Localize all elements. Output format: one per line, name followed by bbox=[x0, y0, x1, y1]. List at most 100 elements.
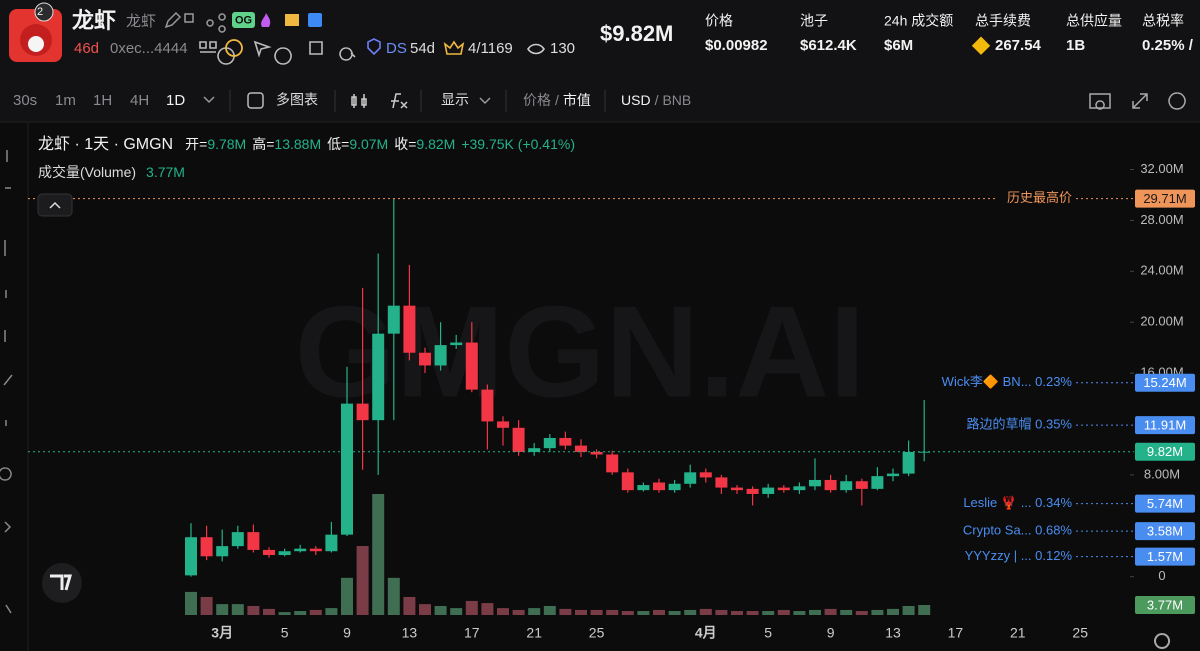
toolbar-bg bbox=[0, 80, 1200, 122]
x-tick-label: 13 bbox=[885, 625, 901, 641]
note-icon bbox=[308, 13, 322, 27]
ohlc-label: 高= bbox=[252, 136, 274, 152]
y-tick-label: 20.00M bbox=[1140, 314, 1183, 329]
price-line-label: 历史最高价 bbox=[1007, 190, 1072, 205]
icons[interactable] bbox=[164, 11, 226, 33]
volume-bar bbox=[356, 546, 369, 615]
price-tag-label: 15.24M bbox=[1143, 375, 1186, 390]
stat-label: 总供应量 bbox=[1066, 13, 1122, 29]
candle-body bbox=[497, 421, 509, 428]
price-tag-label: 3.58M bbox=[1147, 524, 1183, 539]
token-title: 龙虾 bbox=[72, 8, 116, 33]
x-tick-label: 13 bbox=[402, 625, 418, 641]
volume-bar bbox=[793, 611, 806, 615]
y-tick-label: 8.00M bbox=[1144, 466, 1180, 481]
candle-body bbox=[762, 487, 775, 494]
ds-label: DS bbox=[386, 40, 407, 57]
interval[interactable]: 1m bbox=[55, 92, 76, 109]
ohlc-value: 9.07M bbox=[349, 136, 388, 152]
currency-toggle[interactable]: USD / BNB bbox=[621, 92, 691, 108]
interval[interactable]: 1H bbox=[93, 92, 112, 109]
ohlc-label: 开= bbox=[185, 136, 207, 152]
volume-bar bbox=[762, 611, 775, 615]
price-line-label: Leslie 🦞 ... 0.34% bbox=[963, 495, 1072, 510]
candle-body bbox=[653, 482, 665, 491]
logo-art bbox=[28, 36, 44, 52]
badge-bg bbox=[34, 2, 54, 22]
tool-icons[interactable] bbox=[351, 93, 408, 109]
candle-body bbox=[434, 345, 447, 366]
collapse-button[interactable] bbox=[37, 193, 73, 217]
candle-body bbox=[450, 342, 463, 346]
volume-value: 3.77M bbox=[146, 164, 185, 180]
og-tag bbox=[232, 12, 255, 28]
candle-body bbox=[543, 437, 556, 449]
volume-bar bbox=[637, 611, 650, 615]
candle-body bbox=[309, 548, 322, 552]
candle-body bbox=[512, 427, 525, 452]
toggle-option[interactable]: 市值 bbox=[563, 92, 591, 108]
volume-bar bbox=[871, 609, 884, 615]
candle-body bbox=[590, 451, 603, 455]
toggle-option[interactable]: BNB bbox=[662, 92, 691, 108]
candle-body bbox=[231, 532, 244, 547]
toggle-option[interactable]: 价格 bbox=[523, 92, 551, 108]
toolbar: 30s 1m 1H 4H 1D bbox=[13, 92, 185, 109]
volume-bar bbox=[731, 611, 743, 615]
settings-icon[interactable] bbox=[1154, 633, 1171, 649]
price-toggle[interactable]: 价格 / 市值 bbox=[523, 92, 591, 108]
candle-body bbox=[372, 333, 385, 421]
display[interactable]: 显示 bbox=[441, 92, 469, 108]
volume-bar bbox=[699, 608, 712, 615]
interval[interactable]: 4H bbox=[130, 92, 149, 109]
toolbar-right-icons[interactable] bbox=[1089, 92, 1186, 110]
volume-bar bbox=[450, 608, 463, 615]
volume-bar bbox=[278, 612, 291, 615]
candle-body bbox=[668, 483, 681, 491]
candle-body bbox=[247, 532, 260, 550]
candle-body bbox=[684, 472, 697, 484]
checkbox[interactable] bbox=[247, 92, 264, 109]
interval[interactable]: 30s bbox=[13, 92, 37, 109]
volume-bar bbox=[621, 611, 634, 615]
volume-bar bbox=[590, 609, 603, 615]
chevron[interactable] bbox=[479, 97, 491, 105]
left-tools[interactable] bbox=[0, 150, 13, 614]
header-bg bbox=[0, 0, 1200, 80]
price-line-label: Wick李🔶 BN... 0.23% bbox=[942, 374, 1073, 389]
social-icons[interactable] bbox=[199, 40, 356, 65]
x-tick-label: 9 bbox=[343, 625, 351, 641]
price-line-label: YYYzzy | ... 0.12% bbox=[965, 548, 1073, 563]
chevron[interactable] bbox=[203, 96, 215, 104]
candle-body bbox=[325, 534, 338, 552]
interval[interactable]: 1D bbox=[166, 92, 185, 109]
volume-bar bbox=[543, 605, 556, 615]
address[interactable]: 0xec...4444 bbox=[110, 40, 188, 57]
ds-icon bbox=[367, 38, 381, 56]
toggle-option[interactable]: USD bbox=[621, 92, 651, 108]
fire-icon bbox=[261, 13, 271, 27]
x-tick-label: 9 bbox=[827, 625, 835, 641]
multi-chart[interactable]: 多图表 bbox=[276, 92, 318, 108]
price-tag-label: 11.91M bbox=[1144, 418, 1186, 433]
tv-logo-art bbox=[50, 574, 72, 591]
candle-body bbox=[216, 546, 229, 557]
volume-bar bbox=[341, 577, 353, 615]
volume-tag bbox=[1135, 595, 1195, 614]
volume-bar bbox=[419, 604, 431, 615]
candle-body bbox=[840, 481, 853, 491]
volume-bar bbox=[777, 609, 790, 615]
stat-label: 总手续费 bbox=[975, 13, 1031, 29]
volume-bar bbox=[325, 608, 338, 615]
volume-bar bbox=[653, 609, 665, 615]
candle-body bbox=[294, 548, 307, 552]
x-tick-label: 17 bbox=[464, 625, 480, 641]
volume-bar bbox=[918, 604, 931, 615]
x-tick-label: 21 bbox=[1010, 625, 1026, 641]
volume-tag-label: 3.77M bbox=[1147, 597, 1183, 612]
candle-body bbox=[387, 305, 400, 334]
